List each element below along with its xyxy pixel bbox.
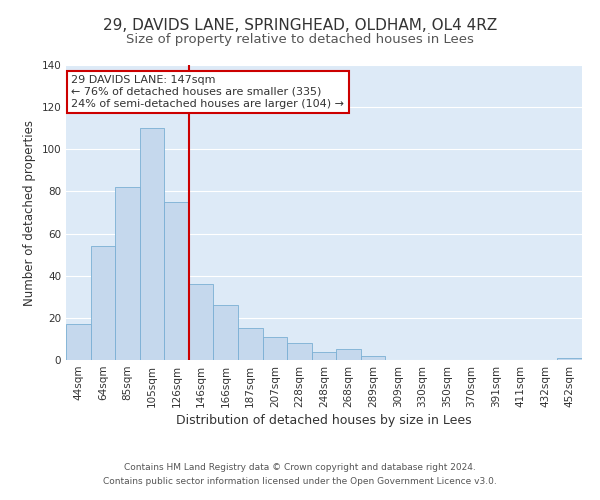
Bar bbox=[238, 328, 263, 360]
Bar bbox=[115, 187, 140, 360]
Bar bbox=[361, 356, 385, 360]
Bar bbox=[66, 324, 91, 360]
Bar bbox=[336, 350, 361, 360]
Bar bbox=[263, 337, 287, 360]
Bar bbox=[164, 202, 189, 360]
Text: Size of property relative to detached houses in Lees: Size of property relative to detached ho… bbox=[126, 32, 474, 46]
Bar bbox=[140, 128, 164, 360]
Bar bbox=[312, 352, 336, 360]
X-axis label: Distribution of detached houses by size in Lees: Distribution of detached houses by size … bbox=[176, 414, 472, 427]
Text: 29, DAVIDS LANE, SPRINGHEAD, OLDHAM, OL4 4RZ: 29, DAVIDS LANE, SPRINGHEAD, OLDHAM, OL4… bbox=[103, 18, 497, 32]
Text: 29 DAVIDS LANE: 147sqm
← 76% of detached houses are smaller (335)
24% of semi-de: 29 DAVIDS LANE: 147sqm ← 76% of detached… bbox=[71, 76, 344, 108]
Y-axis label: Number of detached properties: Number of detached properties bbox=[23, 120, 36, 306]
Bar bbox=[189, 284, 214, 360]
Bar bbox=[214, 305, 238, 360]
Bar bbox=[91, 246, 115, 360]
Text: Contains public sector information licensed under the Open Government Licence v3: Contains public sector information licen… bbox=[103, 477, 497, 486]
Bar bbox=[287, 343, 312, 360]
Bar bbox=[557, 358, 582, 360]
Text: Contains HM Land Registry data © Crown copyright and database right 2024.: Contains HM Land Registry data © Crown c… bbox=[124, 464, 476, 472]
